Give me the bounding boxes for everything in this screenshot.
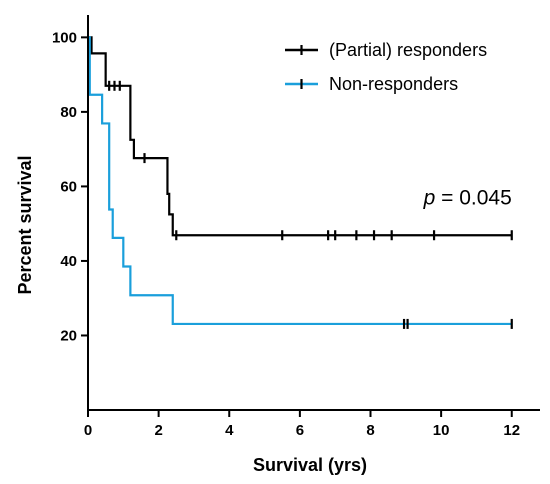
- series-line-0: [88, 36, 512, 237]
- p-value-annotation: p = 0.045: [423, 187, 512, 210]
- x-tick-label: 0: [84, 422, 92, 439]
- y-tick-label: 60: [60, 178, 77, 195]
- y-tick-label: 80: [60, 104, 77, 121]
- x-tick-label: 2: [154, 422, 162, 439]
- p-value-text: = 0.045: [435, 187, 511, 210]
- y-tick-label: 100: [52, 29, 77, 46]
- x-axis-title: Survival (yrs): [253, 455, 367, 475]
- legend-label: (Partial) responders: [329, 40, 487, 60]
- plot-area: [88, 36, 513, 329]
- x-tick-label: 4: [225, 422, 234, 439]
- x-tick-label: 10: [433, 422, 450, 439]
- legend-label: Non-responders: [329, 74, 458, 94]
- y-axis-title: Percent survival: [15, 155, 35, 294]
- x-tick-label: 6: [296, 422, 304, 439]
- legend: (Partial) responders Non-responders: [285, 40, 487, 94]
- p-value-symbol: p: [423, 187, 436, 210]
- y-tick-label: 40: [60, 253, 77, 270]
- series-line-1: [88, 36, 512, 326]
- x-tick-label: 12: [503, 422, 520, 439]
- y-tick-label: 20: [60, 327, 77, 344]
- x-tick-label: 8: [366, 422, 374, 439]
- axes: 0 2 4 6 8 10 12 20 40 60 80 100: [52, 15, 540, 439]
